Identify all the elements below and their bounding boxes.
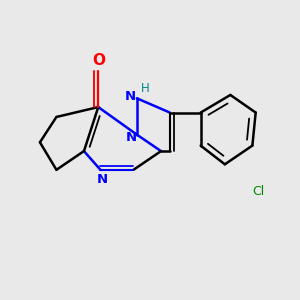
Text: H: H <box>141 82 149 95</box>
Text: N: N <box>97 172 108 186</box>
Text: N: N <box>124 90 136 103</box>
Text: O: O <box>92 53 105 68</box>
Text: N: N <box>125 131 136 144</box>
Text: Cl: Cl <box>252 185 264 198</box>
